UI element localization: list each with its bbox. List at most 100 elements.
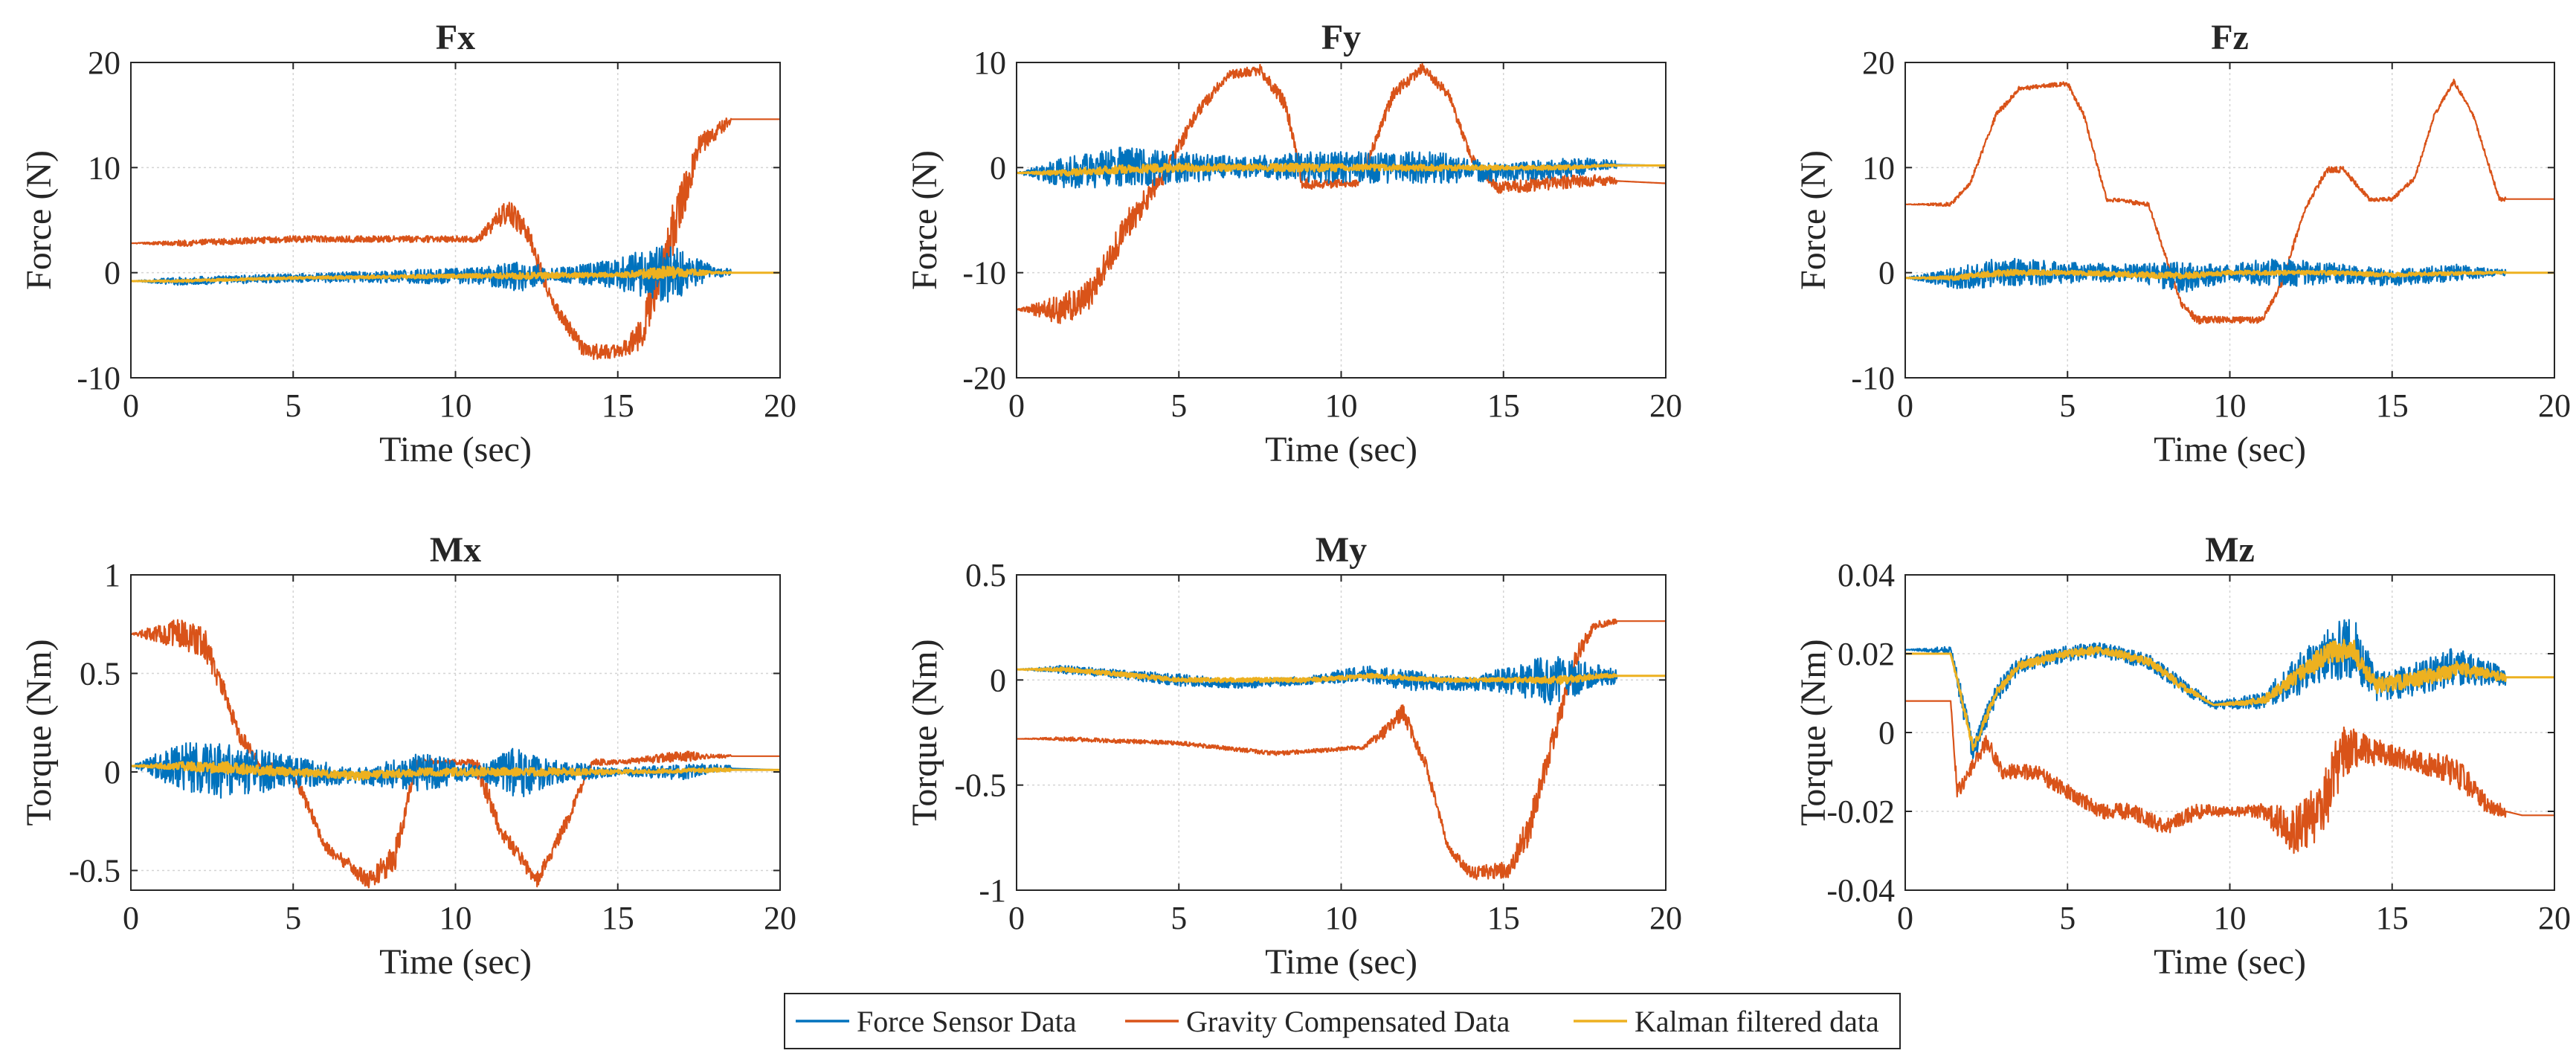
y-tick-label: -10 bbox=[1851, 360, 1895, 396]
series-line-gravity-compensated-data bbox=[1017, 618, 1666, 881]
series-line-kalman-filtered-data bbox=[131, 265, 780, 283]
y-tick-label: 10 bbox=[1862, 149, 1895, 186]
x-tick-label: 10 bbox=[2214, 900, 2247, 936]
x-tick-label: 20 bbox=[2538, 900, 2571, 936]
y-tick-label: -0.5 bbox=[68, 853, 120, 889]
series-line-gravity-compensated-data bbox=[1905, 700, 2554, 854]
y-tick-label: -0.04 bbox=[1826, 872, 1895, 909]
y-tick-label: 0 bbox=[104, 754, 120, 791]
y-tick-label: -10 bbox=[962, 255, 1006, 292]
series-group bbox=[1017, 618, 1666, 881]
x-tick-label: 20 bbox=[1649, 387, 1682, 424]
x-axis-label: Time (sec) bbox=[2154, 942, 2306, 982]
x-tick-label: 0 bbox=[123, 387, 139, 424]
series-line-gravity-compensated-data bbox=[1905, 78, 2554, 325]
series-line-kalman-filtered-data bbox=[1017, 162, 1666, 177]
series-line-kalman-filtered-data bbox=[1905, 639, 2554, 751]
y-tick-label: -10 bbox=[77, 360, 120, 396]
legend-label: Gravity Compensated Data bbox=[1186, 1005, 1510, 1038]
y-tick-label: 0.5 bbox=[965, 557, 1006, 593]
chart-title: Fy bbox=[1321, 18, 1361, 57]
series-group bbox=[1905, 619, 2554, 854]
y-axis-label: Torque (Nm) bbox=[19, 639, 59, 825]
x-tick-label: 10 bbox=[1325, 387, 1358, 424]
y-tick-label: -20 bbox=[962, 360, 1006, 396]
y-axis-label: Torque (Nm) bbox=[1794, 639, 1833, 825]
x-tick-label: 0 bbox=[123, 900, 139, 936]
y-tick-label: 0 bbox=[104, 255, 120, 292]
x-tick-label: 0 bbox=[1897, 387, 1913, 424]
y-tick-label: 0.02 bbox=[1838, 636, 1895, 672]
chart-title: Mz bbox=[2205, 530, 2255, 570]
legend: Force Sensor Data Gravity Compensated Dat… bbox=[784, 993, 1901, 1049]
y-tick-label: 0 bbox=[1878, 255, 1895, 292]
x-tick-label: 10 bbox=[439, 387, 472, 424]
x-tick-label: 5 bbox=[2059, 387, 2076, 424]
x-tick-label: 0 bbox=[1008, 387, 1025, 424]
x-axis-label: Time (sec) bbox=[2154, 430, 2306, 469]
y-tick-label: -0.02 bbox=[1826, 794, 1895, 830]
x-tick-label: 5 bbox=[1171, 900, 1187, 936]
chart-title: Fz bbox=[2211, 18, 2249, 57]
series-line-gravity-compensated-data bbox=[131, 117, 780, 361]
y-tick-label: 0 bbox=[990, 149, 1006, 186]
y-tick-label: 0 bbox=[990, 662, 1006, 698]
series-line-gravity-compensated-data bbox=[131, 619, 780, 889]
y-axis-label: Force (N) bbox=[1794, 150, 1833, 290]
x-tick-label: 20 bbox=[1649, 900, 1682, 936]
x-tick-label: 15 bbox=[602, 900, 634, 936]
chart-title: My bbox=[1316, 530, 1367, 570]
series-line-force-sensor-data bbox=[1017, 147, 1666, 189]
x-tick-label: 0 bbox=[1008, 900, 1025, 936]
subplot-my: 0 5 10 15 20 -1 -0.5 0 0.5 My Time (sec) Torque (Nm… bbox=[905, 530, 1682, 982]
x-axis-label: Time (sec) bbox=[1265, 430, 1417, 469]
x-tick-label: 15 bbox=[1487, 900, 1520, 936]
chart-title: Mx bbox=[430, 530, 481, 570]
legend-label: Force Sensor Data bbox=[857, 1005, 1077, 1038]
x-axis-label: Time (sec) bbox=[379, 430, 532, 469]
y-axis-label: Torque (Nm) bbox=[905, 639, 944, 825]
series-line-kalman-filtered-data bbox=[1905, 268, 2554, 281]
series-line-kalman-filtered-data bbox=[131, 761, 780, 781]
series-group bbox=[131, 619, 780, 889]
subplot-fy: 0 5 10 15 20 -20 -10 0 10 Fy Time (sec) Force (N) bbox=[905, 18, 1682, 469]
y-tick-label: -0.5 bbox=[954, 767, 1006, 804]
y-axis-label: Force (N) bbox=[905, 150, 944, 290]
x-tick-label: 10 bbox=[1325, 900, 1358, 936]
x-tick-label: 5 bbox=[285, 387, 301, 424]
series-line-force-sensor-data bbox=[131, 245, 780, 303]
series-line-kalman-filtered-data bbox=[1017, 666, 1666, 685]
x-tick-label: 20 bbox=[764, 387, 796, 424]
y-tick-label: 0.04 bbox=[1838, 557, 1895, 593]
x-tick-label: 15 bbox=[2376, 387, 2409, 424]
y-tick-label: 0.5 bbox=[80, 656, 120, 692]
x-tick-label: 5 bbox=[2059, 900, 2076, 936]
series-group bbox=[1017, 62, 1666, 324]
chart-title: Fx bbox=[436, 18, 475, 57]
legend-label: Kalman filtered data bbox=[1635, 1005, 1879, 1038]
x-tick-label: 5 bbox=[1171, 387, 1187, 424]
y-tick-label: 10 bbox=[973, 45, 1006, 81]
x-tick-label: 15 bbox=[2376, 900, 2409, 936]
legend-box bbox=[784, 993, 1901, 1049]
y-tick-label: 20 bbox=[1862, 45, 1895, 81]
series-line-gravity-compensated-data bbox=[1017, 62, 1666, 324]
x-tick-label: 0 bbox=[1897, 900, 1913, 936]
y-tick-label: 0 bbox=[1878, 715, 1895, 751]
x-axis-label: Time (sec) bbox=[379, 942, 532, 982]
x-tick-label: 10 bbox=[2214, 387, 2247, 424]
y-tick-label: -1 bbox=[979, 872, 1006, 909]
y-tick-label: 10 bbox=[88, 149, 120, 186]
subplot-mz: 0 5 10 15 20 -0.04 -0.02 0 0.02 0.04 Mz Time (sec) T… bbox=[1794, 530, 2571, 982]
x-tick-label: 15 bbox=[1487, 387, 1520, 424]
y-axis-label: Force (N) bbox=[19, 150, 59, 290]
series-group bbox=[131, 117, 780, 361]
x-tick-label: 10 bbox=[439, 900, 472, 936]
x-axis-label: Time (sec) bbox=[1265, 942, 1417, 982]
x-tick-label: 15 bbox=[602, 387, 634, 424]
series-group bbox=[1905, 78, 2554, 325]
